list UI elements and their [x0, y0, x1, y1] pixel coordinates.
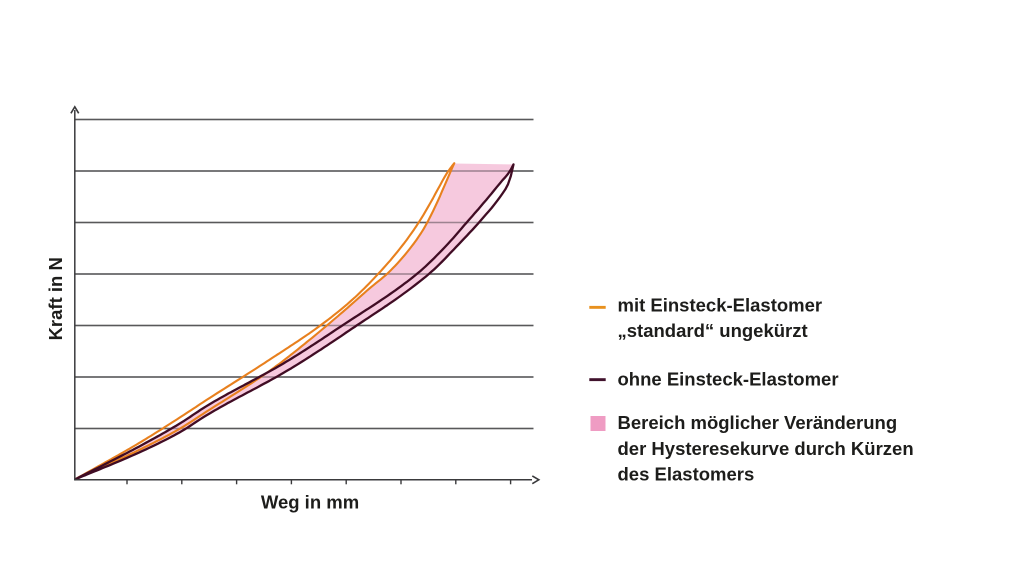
svg-text:des Elastomers: des Elastomers: [618, 463, 755, 484]
svg-text:Weg in mm: Weg in mm: [261, 491, 359, 512]
svg-text:der Hysteresekurve durch Kürze: der Hysteresekurve durch Kürzen: [618, 438, 914, 459]
svg-text:ohne Einsteck-Elastomer: ohne Einsteck-Elastomer: [618, 369, 839, 390]
svg-text:Kraft in N: Kraft in N: [45, 257, 66, 340]
svg-text:Bereich möglicher Veränderung: Bereich möglicher Veränderung: [618, 412, 898, 433]
svg-text:„standard“ ungekürzt: „standard“ ungekürzt: [618, 320, 808, 341]
svg-text:mit Einsteck-Elastomer: mit Einsteck-Elastomer: [618, 295, 823, 316]
